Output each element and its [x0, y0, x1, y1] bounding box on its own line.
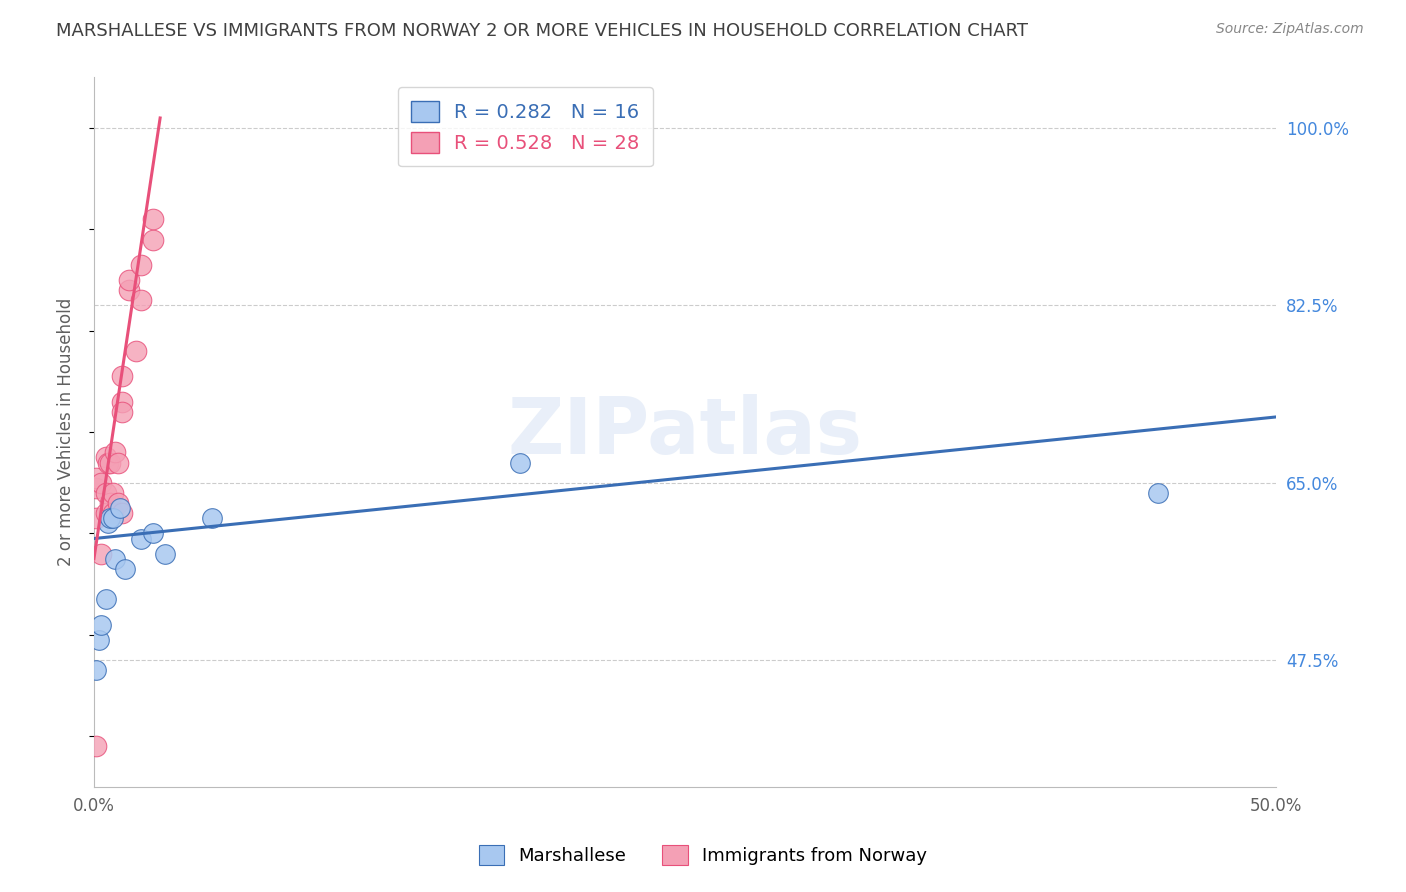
Point — [84, 481, 107, 495]
Point — [153, 547, 176, 561]
Point — [111, 506, 134, 520]
Y-axis label: 2 or more Vehicles in Household: 2 or more Vehicles in Household — [58, 298, 75, 566]
Point — [104, 551, 127, 566]
Point — [111, 369, 134, 384]
Point — [97, 516, 120, 531]
Point — [118, 273, 141, 287]
Point — [118, 283, 141, 297]
Point — [100, 511, 122, 525]
Point — [84, 739, 107, 754]
Text: MARSHALLESE VS IMMIGRANTS FROM NORWAY 2 OR MORE VEHICLES IN HOUSEHOLD CORRELATIO: MARSHALLESE VS IMMIGRANTS FROM NORWAY 2 … — [56, 22, 1028, 40]
Legend: R = 0.282   N = 16, R = 0.528   N = 28: R = 0.282 N = 16, R = 0.528 N = 28 — [398, 87, 652, 167]
Point — [108, 501, 131, 516]
Point — [114, 562, 136, 576]
Point — [101, 506, 124, 520]
Point — [129, 258, 152, 272]
Point — [142, 233, 165, 247]
Point — [125, 344, 148, 359]
Point — [129, 532, 152, 546]
Point — [107, 496, 129, 510]
Point — [508, 456, 530, 470]
Point — [94, 450, 117, 465]
Point — [97, 456, 120, 470]
Point — [94, 506, 117, 520]
Point — [201, 511, 224, 525]
Point — [94, 592, 117, 607]
Point — [111, 394, 134, 409]
Text: ZIPatlas: ZIPatlas — [508, 394, 862, 470]
Point — [142, 526, 165, 541]
Text: Source: ZipAtlas.com: Source: ZipAtlas.com — [1216, 22, 1364, 37]
Point — [90, 475, 112, 490]
Point — [101, 486, 124, 500]
Point — [90, 547, 112, 561]
Point — [84, 471, 107, 485]
Point — [84, 511, 107, 525]
Point — [90, 617, 112, 632]
Legend: Marshallese, Immigrants from Norway: Marshallese, Immigrants from Norway — [470, 836, 936, 874]
Point — [100, 456, 122, 470]
Point — [111, 405, 134, 419]
Point — [87, 632, 110, 647]
Point — [101, 511, 124, 525]
Point — [104, 445, 127, 459]
Point — [1147, 486, 1170, 500]
Point — [107, 456, 129, 470]
Point — [142, 212, 165, 227]
Point — [129, 293, 152, 308]
Point — [94, 486, 117, 500]
Point — [100, 496, 122, 510]
Point — [84, 663, 107, 677]
